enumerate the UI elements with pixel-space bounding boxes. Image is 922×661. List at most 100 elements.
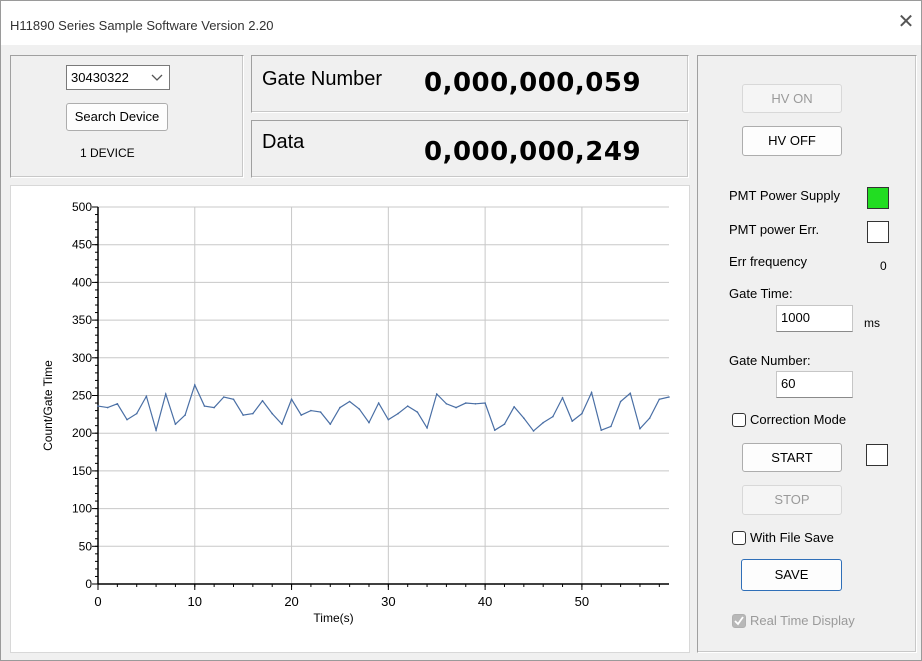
- data-point: [571, 420, 574, 422]
- data-point: [590, 391, 593, 394]
- data-point: [310, 409, 312, 412]
- title-bar: H11890 Series Sample Software Version 2.…: [1, 1, 921, 45]
- data-point: [329, 423, 332, 425]
- pmt-power-err-indicator: [867, 221, 889, 243]
- data-point: [542, 421, 544, 424]
- data-point: [668, 396, 670, 398]
- y-axis-label: Count/Gate Time: [41, 360, 55, 451]
- data-point: [416, 411, 419, 413]
- hv-off-button[interactable]: HV OFF: [742, 126, 842, 156]
- stop-button[interactable]: STOP: [742, 485, 842, 515]
- gate-number-input[interactable]: 60: [776, 371, 853, 398]
- x-tick-label: 50: [575, 594, 589, 609]
- data-point: [116, 402, 119, 405]
- data-point: [223, 396, 225, 398]
- data-point: [513, 406, 515, 408]
- chart-panel: 0 10 20 30 40 50 0 50 100 150 200 250 300 350 400 450 50…: [10, 185, 690, 653]
- check-icon: [734, 616, 744, 626]
- real-time-display-checkbox[interactable]: [732, 614, 746, 628]
- gate-number-value: 0,000,000,059: [424, 68, 642, 98]
- data-point: [300, 414, 303, 416]
- data-point: [503, 423, 506, 425]
- y-tick-label: 300: [72, 351, 92, 365]
- start-button[interactable]: START: [742, 443, 842, 472]
- data-point: [358, 408, 361, 410]
- close-icon[interactable]: ✕: [897, 11, 915, 33]
- data-point: [155, 429, 157, 431]
- data-point: [648, 417, 651, 419]
- correction-mode-label[interactable]: Correction Mode: [750, 412, 847, 427]
- data-point: [377, 402, 380, 404]
- y-tick-label: 0: [85, 577, 92, 591]
- data-point: [290, 398, 293, 401]
- data-point: [619, 400, 622, 403]
- data-point: [319, 411, 322, 413]
- gate-time-input[interactable]: 1000: [776, 305, 853, 332]
- device-panel: 30430322 Search Device 1 DEVICE: [10, 55, 244, 178]
- data-point: [348, 400, 351, 403]
- x-tick-label: 20: [284, 594, 298, 609]
- x-axis-label: Time(s): [313, 611, 353, 625]
- data-point: [435, 393, 438, 395]
- data-point: [164, 393, 167, 395]
- data-point: [97, 405, 99, 407]
- y-tick-label: 100: [72, 502, 92, 516]
- data-point: [523, 417, 525, 419]
- y-tick-label: 400: [72, 275, 92, 289]
- gate-time-label: Gate Time:: [729, 286, 793, 301]
- data-point: [552, 415, 554, 418]
- pmt-power-err-label: PMT power Err.: [729, 222, 820, 237]
- data-point: [193, 384, 196, 386]
- save-button[interactable]: SAVE: [741, 559, 842, 591]
- data-point: [658, 398, 661, 401]
- data-point: [629, 392, 632, 395]
- data-point: [639, 427, 641, 430]
- count-chart: 0 10 20 30 40 5005010015020025030035040045050…: [41, 200, 670, 625]
- device-select[interactable]: 30430322: [66, 65, 170, 90]
- data-point: [493, 429, 496, 431]
- data-point: [184, 414, 186, 416]
- pmt-power-supply-label: PMT Power Supply: [729, 188, 841, 203]
- hv-on-button[interactable]: HV ON: [742, 84, 842, 113]
- x-tick-label: 30: [381, 594, 395, 609]
- gate-number-title: Gate Number: [262, 68, 383, 90]
- y-tick-label: 500: [72, 200, 92, 214]
- x-tick-label: 40: [478, 594, 492, 609]
- device-count: 1 DEVICE: [80, 146, 135, 160]
- correction-mode-checkbox[interactable]: [732, 413, 746, 427]
- pmt-power-supply-indicator: [867, 187, 889, 209]
- data-point: [145, 395, 148, 398]
- data-point: [242, 414, 244, 416]
- data-title: Data: [262, 131, 305, 153]
- y-tick-label: 450: [72, 238, 92, 252]
- data-point: [387, 418, 390, 421]
- data-point: [397, 412, 399, 415]
- y-tick-label: 250: [72, 389, 92, 403]
- data-readout: Data 0,000,000,249: [251, 120, 689, 178]
- search-device-button[interactable]: Search Device: [66, 103, 168, 131]
- data-point: [261, 399, 264, 402]
- data-point: [271, 412, 274, 415]
- data-point: [426, 427, 428, 429]
- data-point: [581, 412, 583, 415]
- with-file-save-checkbox[interactable]: [732, 531, 746, 545]
- data-point: [610, 425, 612, 428]
- data-point: [339, 406, 341, 409]
- data-point: [281, 423, 283, 425]
- real-time-display-label: Real Time Display: [750, 613, 855, 628]
- data-point: [484, 402, 486, 404]
- data-point: [455, 406, 457, 409]
- data-point: [252, 412, 254, 415]
- device-select-value: 30430322: [71, 70, 129, 85]
- with-file-save-label[interactable]: With File Save: [750, 530, 834, 545]
- data-point: [532, 430, 535, 432]
- data-point: [561, 396, 564, 399]
- data-point: [174, 423, 177, 425]
- data-point: [203, 405, 206, 407]
- gate-number-label: Gate Number:: [729, 353, 811, 368]
- data-point: [135, 412, 138, 415]
- chevron-down-icon: [151, 74, 163, 81]
- data-point: [106, 406, 109, 409]
- y-tick-label: 350: [72, 313, 92, 327]
